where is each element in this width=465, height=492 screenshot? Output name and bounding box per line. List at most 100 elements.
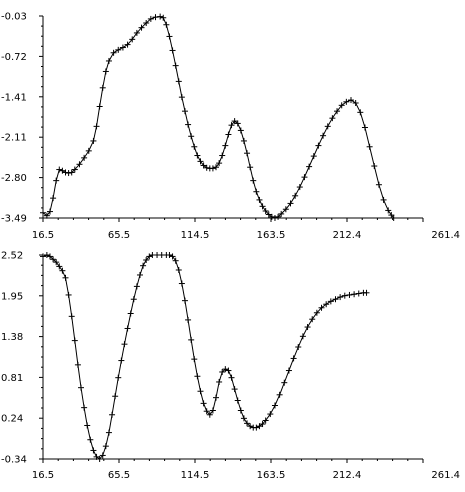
data-point	[240, 137, 247, 144]
data-point	[219, 368, 226, 375]
data-point	[40, 253, 46, 260]
data-point	[323, 301, 330, 308]
data-point	[147, 15, 154, 22]
data-point	[87, 436, 94, 443]
data-point	[81, 154, 88, 161]
data-point	[203, 164, 210, 171]
x-tick-label: 65.5	[108, 230, 130, 241]
data-point	[166, 33, 173, 40]
data-point	[324, 123, 331, 130]
data-point	[65, 291, 72, 298]
data-point	[287, 200, 294, 207]
data-point	[371, 163, 378, 170]
data-point	[40, 209, 46, 216]
data-point	[209, 165, 216, 172]
data-point	[115, 374, 122, 381]
y-tick-label: -0.03	[1, 12, 27, 23]
data-point	[259, 421, 266, 428]
data-point	[191, 356, 198, 363]
data-point	[296, 184, 303, 191]
data-point	[191, 143, 198, 150]
y-tick-label: 2.52	[1, 251, 23, 262]
data-point	[200, 400, 207, 407]
data-point	[85, 147, 92, 154]
data-point	[56, 263, 63, 270]
data-point	[361, 124, 368, 131]
data-point	[178, 280, 185, 287]
data-point	[247, 423, 254, 430]
data-point	[133, 29, 140, 36]
y-tick-label: 1.95	[1, 291, 23, 302]
data-point	[380, 196, 387, 203]
data-point	[262, 207, 269, 214]
data-point	[46, 253, 53, 260]
data-point	[301, 174, 308, 181]
y-tick-label: 1.38	[1, 332, 23, 343]
data-point	[209, 407, 216, 414]
data-point	[71, 166, 78, 173]
data-point	[118, 357, 125, 364]
data-point	[250, 177, 257, 184]
data-point	[81, 404, 88, 411]
data-point	[268, 213, 275, 220]
data-point	[99, 452, 106, 459]
data-point	[237, 127, 244, 134]
data-point	[203, 408, 210, 415]
data-point	[253, 424, 260, 431]
data-point	[105, 429, 112, 436]
data-point	[197, 158, 204, 165]
data-point	[213, 394, 220, 401]
x-tick-label: 261.4	[431, 470, 460, 481]
data-point	[390, 215, 397, 221]
x-tick-label: 261.4	[431, 230, 460, 241]
data-point	[68, 169, 75, 176]
data-point	[124, 325, 131, 332]
y-tick-label: 0.81	[1, 373, 23, 384]
data-point	[271, 402, 278, 409]
data-point	[285, 367, 292, 374]
data-point	[231, 386, 238, 393]
data-point	[178, 94, 185, 101]
data-point	[355, 290, 362, 297]
data-point	[59, 267, 66, 274]
x-tick-label: 16.5	[32, 470, 54, 481]
x-tick-label: 163.5	[257, 230, 286, 241]
data-point	[110, 49, 117, 56]
data-point	[124, 41, 131, 48]
data-point	[276, 391, 283, 398]
data-point	[228, 122, 235, 129]
data-point	[43, 252, 50, 258]
data-point	[175, 78, 182, 85]
data-point	[121, 341, 128, 348]
data-point	[90, 447, 97, 454]
data-point	[304, 324, 311, 331]
data-point	[169, 47, 176, 54]
data-point	[315, 142, 322, 149]
data-point	[244, 150, 251, 157]
data-point	[351, 291, 358, 298]
data-point	[222, 142, 229, 149]
data-point	[74, 361, 81, 368]
data-point	[259, 203, 266, 210]
y-tick-label: -3.49	[1, 214, 27, 225]
data-point	[76, 161, 83, 168]
data-point	[348, 97, 355, 104]
data-point	[53, 259, 60, 266]
data-point	[262, 417, 269, 424]
data-point	[130, 296, 137, 303]
data-point	[216, 378, 223, 385]
data-point	[50, 195, 57, 202]
y-tick-label: 0.24	[1, 414, 23, 425]
chart-top: -0.03 -0.72 -1.41 -2.11 -2.80 -3.49 16.5 65.5 11…	[1, 12, 460, 242]
data-point	[93, 453, 100, 460]
data-point	[160, 14, 167, 21]
x-tick-label: 114.5	[181, 470, 210, 481]
data-point	[93, 123, 100, 130]
data-point	[50, 256, 57, 263]
y-tick-label: -0.34	[1, 455, 27, 466]
data-point	[157, 13, 164, 20]
data-point	[240, 415, 247, 422]
data-point	[65, 170, 72, 177]
x-tick-label: 16.5	[32, 230, 54, 241]
